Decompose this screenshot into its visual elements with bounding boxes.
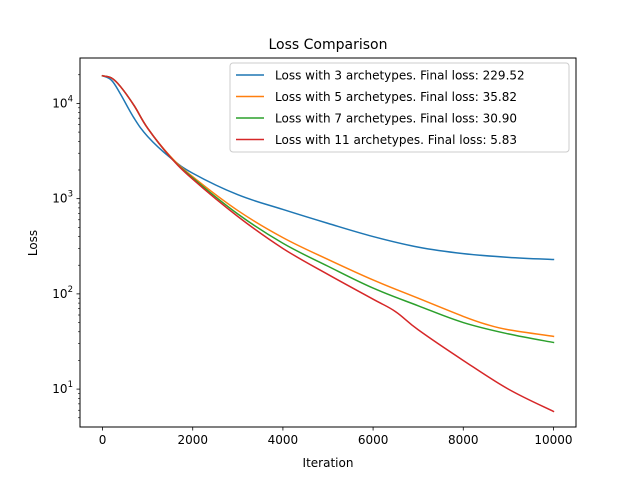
x-tick-label: 0 [99, 433, 107, 447]
x-tick-label: 2000 [177, 433, 208, 447]
x-tick-label: 4000 [268, 433, 299, 447]
chart-title: Loss Comparison [269, 37, 388, 53]
series-line-1 [101, 74, 555, 261]
legend-label-2: Loss with 5 archetypes. Final loss: 35.8… [275, 90, 517, 104]
x-axis-ticks: 0 2000 4000 6000 8000 10000 [99, 427, 573, 447]
y-axis-label: Loss [26, 230, 40, 256]
y-tick-label: 101 [52, 380, 73, 396]
y-tick-label: 103 [52, 190, 73, 206]
y-tick-label: 102 [52, 285, 73, 301]
legend-label-3: Loss with 7 archetypes. Final loss: 30.9… [275, 112, 517, 126]
plot-frame [79, 57, 577, 428]
legend-box [229, 62, 570, 153]
y-tick-label: 104 [52, 94, 73, 110]
legend: Loss with 3 archetypes. Final loss: 229.… [229, 62, 570, 153]
y-axis-ticks: 101 102 103 104 [52, 74, 80, 419]
series-layer [101, 74, 555, 413]
x-axis-label: Iteration [303, 456, 354, 470]
series-line-4 [101, 74, 555, 413]
x-tick-label: 6000 [358, 433, 389, 447]
legend-label-1: Loss with 3 archetypes. Final loss: 229.… [275, 69, 525, 83]
x-tick-label: 8000 [448, 433, 479, 447]
legend-label-4: Loss with 11 archetypes. Final loss: 5.8… [275, 133, 517, 147]
x-tick-label: 10000 [534, 433, 572, 447]
